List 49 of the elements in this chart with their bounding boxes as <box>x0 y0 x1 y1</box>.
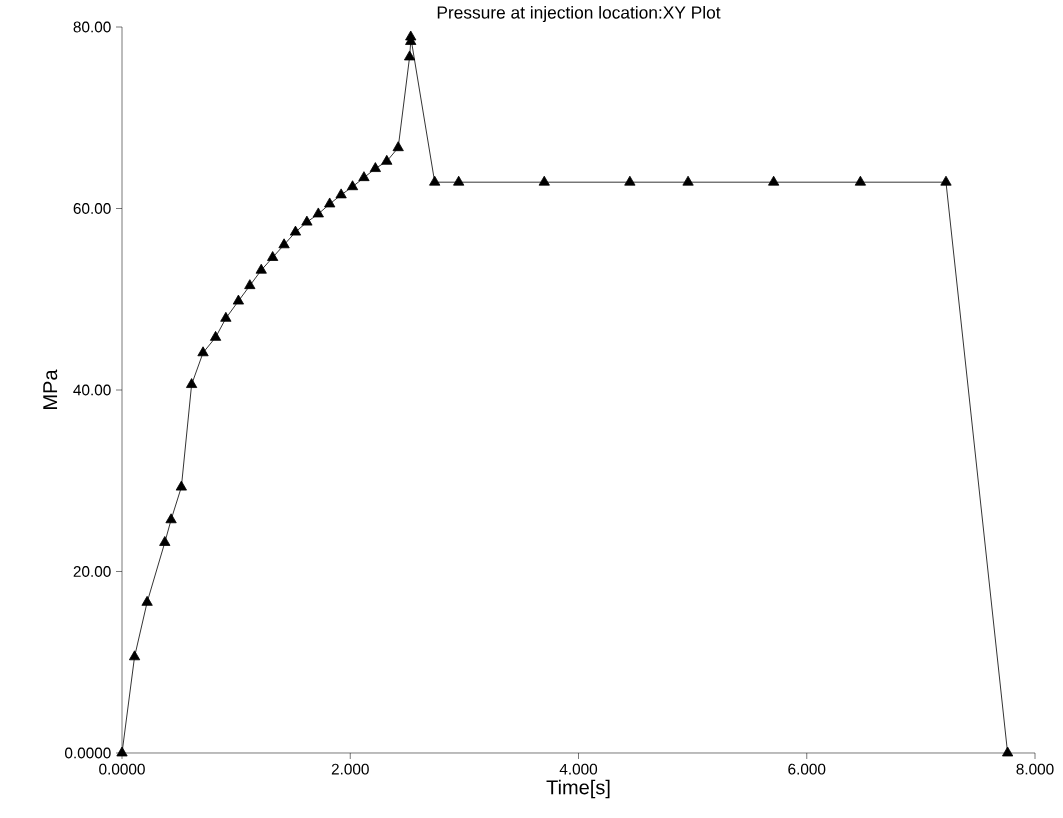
point <box>335 188 347 199</box>
point <box>209 330 222 341</box>
point <box>940 175 952 186</box>
point <box>392 141 404 152</box>
point <box>1002 746 1014 757</box>
point <box>165 513 177 524</box>
point <box>358 171 370 182</box>
point <box>768 175 780 186</box>
point <box>324 197 336 208</box>
point <box>369 162 381 172</box>
point <box>175 480 187 491</box>
y-tick-label: 60.00 <box>73 203 111 214</box>
point <box>682 175 694 186</box>
point <box>244 279 256 290</box>
point <box>624 175 636 186</box>
point <box>128 650 141 661</box>
point <box>404 50 416 61</box>
x-tick-label: 8.000 <box>1016 763 1054 775</box>
point <box>405 30 417 41</box>
y-tick-label: 80.00 <box>73 21 111 33</box>
point <box>538 175 550 186</box>
point <box>301 215 313 226</box>
x-tick-label: 6.000 <box>788 763 826 775</box>
x-tick-label: 0.0000 <box>99 763 145 775</box>
point <box>278 238 290 249</box>
y-tick-label: 40.00 <box>73 384 111 396</box>
point <box>232 294 244 305</box>
point <box>186 378 198 388</box>
point <box>267 251 279 261</box>
point <box>141 595 153 606</box>
chart-title: Pressure at injection location:XY Plot <box>437 5 721 23</box>
point <box>381 154 393 165</box>
x-axis-title: Time[s] <box>546 779 610 799</box>
point <box>289 225 302 236</box>
point <box>346 180 359 191</box>
y-tick-label: 0.0000 <box>65 747 111 759</box>
point <box>220 311 232 322</box>
point <box>116 746 128 757</box>
point <box>159 536 171 546</box>
x-tick-label: 2.000 <box>331 763 369 775</box>
point <box>453 175 465 186</box>
point <box>255 263 267 274</box>
y-axis-title: MPa <box>43 369 58 409</box>
point <box>197 346 209 357</box>
point <box>854 175 866 186</box>
x-tick-label: 4.000 <box>559 763 598 775</box>
point <box>312 207 324 218</box>
point <box>429 175 441 186</box>
y-tick-label: 20.00 <box>73 566 111 577</box>
